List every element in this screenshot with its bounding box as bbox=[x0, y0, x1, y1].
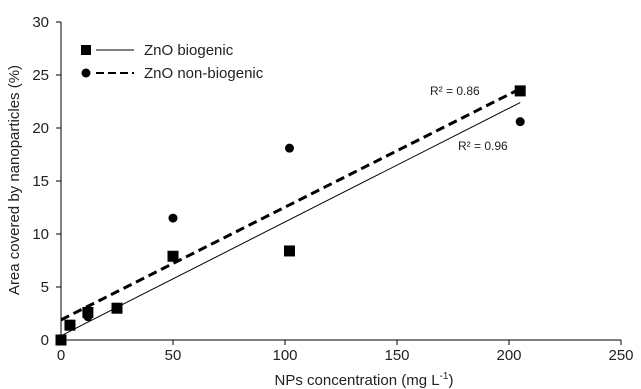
fit-line-dashed-1 bbox=[60, 87, 521, 322]
data-point-square bbox=[167, 250, 179, 262]
data-point-circle bbox=[284, 143, 294, 153]
legend-marker-square bbox=[81, 45, 91, 55]
y-tick-label: 25 bbox=[32, 67, 49, 84]
y-tick-label: 10 bbox=[32, 226, 49, 243]
x-tick-label: 100 bbox=[272, 347, 297, 364]
fit-line-solid-0 bbox=[60, 102, 521, 337]
x-tick-label: 50 bbox=[165, 347, 182, 364]
y-axis-title: Area covered by nanoparticles (%) bbox=[6, 65, 23, 295]
y-tick-label: 5 bbox=[41, 279, 49, 296]
y-tick-label: 15 bbox=[32, 173, 49, 190]
data-point-circle bbox=[83, 312, 93, 322]
legend-label: ZnO non-biogenic bbox=[144, 65, 264, 82]
data-point-circle bbox=[168, 213, 178, 223]
data-point-square bbox=[514, 85, 526, 97]
r2-label-1: R² = 0.86 bbox=[430, 84, 480, 98]
x-axis-title-main: NPs concentration (mg L bbox=[275, 372, 440, 389]
x-tick-label: 200 bbox=[496, 347, 521, 364]
data-point-circle bbox=[112, 303, 122, 313]
x-ticks: 0 50 100 150 200 250 bbox=[57, 340, 634, 364]
r2-label-0: R² = 0.96 bbox=[458, 139, 508, 153]
y-ticks: 0 5 10 15 20 25 30 bbox=[32, 14, 61, 349]
x-axis-title: NPs concentration (mg L-1) bbox=[275, 371, 454, 389]
r2-labels: R² = 0.96 R² = 0.86 bbox=[430, 84, 508, 153]
y-tick-label: 0 bbox=[41, 332, 49, 349]
legend-marker-circle bbox=[81, 68, 91, 78]
data-point-square bbox=[283, 245, 295, 257]
data-point-circle bbox=[56, 334, 66, 344]
x-tick-label: 250 bbox=[608, 347, 633, 364]
x-axis-title-superscript: -1 bbox=[440, 371, 449, 382]
y-tick-label: 20 bbox=[32, 120, 49, 137]
data-point-circle bbox=[65, 321, 75, 331]
legend: ZnO biogenic ZnO non-biogenic bbox=[81, 42, 264, 82]
legend-label: ZnO biogenic bbox=[144, 42, 234, 59]
fit-lines bbox=[60, 87, 521, 337]
x-axis-title-close: ) bbox=[448, 372, 453, 389]
x-tick-label: 0 bbox=[57, 347, 65, 364]
y-tick-label: 30 bbox=[32, 14, 49, 31]
data-point-circle bbox=[515, 117, 525, 127]
x-tick-label: 150 bbox=[384, 347, 409, 364]
markers bbox=[55, 85, 526, 346]
